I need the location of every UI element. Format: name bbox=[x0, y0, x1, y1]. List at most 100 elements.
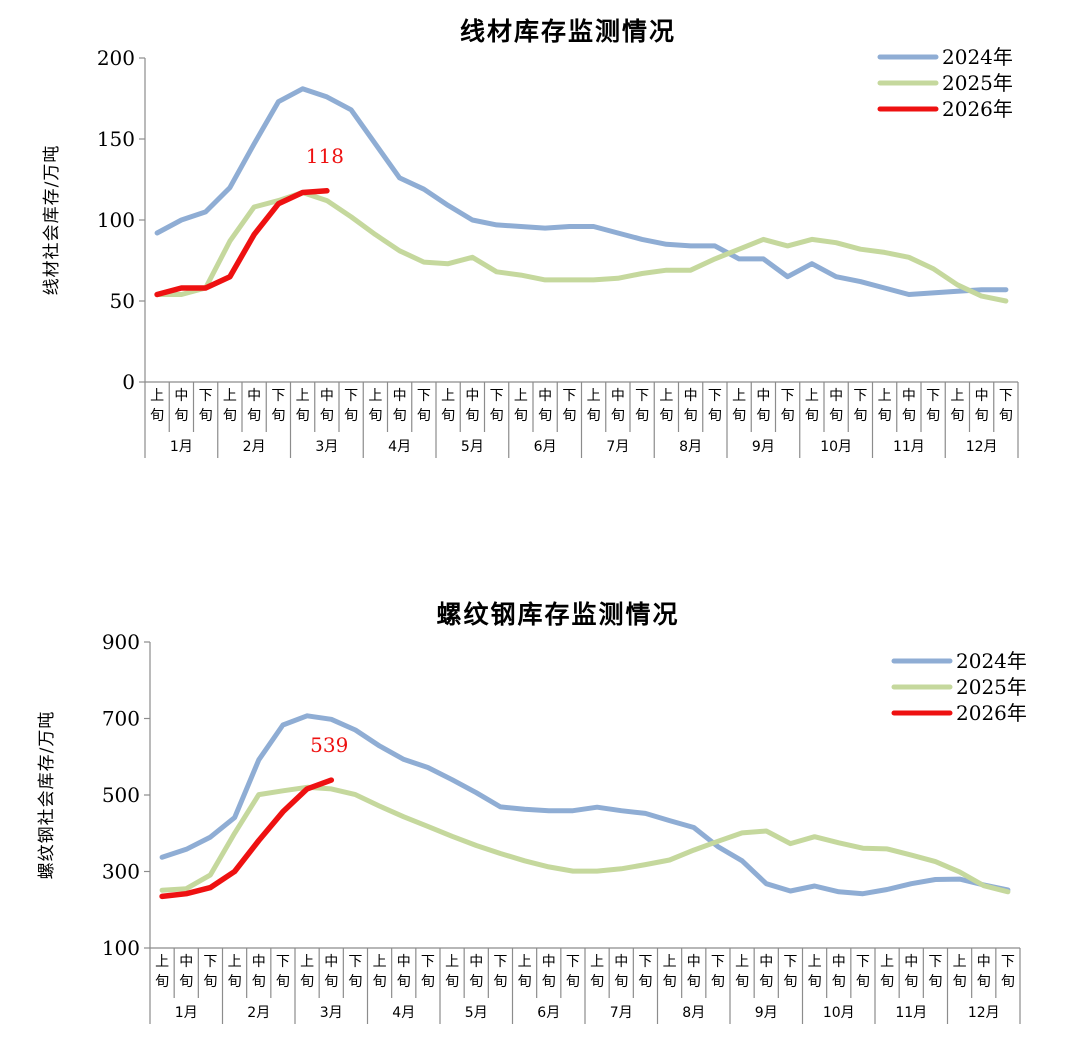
x-sub-label-bottom: 旬 bbox=[518, 974, 532, 990]
x-sub-label-top: 中 bbox=[687, 954, 701, 970]
x-sub-label-bottom: 旬 bbox=[397, 974, 411, 990]
x-sub-label-top: 下 bbox=[928, 954, 942, 970]
x-sub-label-bottom: 旬 bbox=[684, 408, 698, 424]
x-sub-label-top: 中 bbox=[902, 388, 916, 404]
legend-label: 2024年 bbox=[942, 45, 1013, 69]
x-sub-label-top: 下 bbox=[203, 954, 217, 970]
legend-label: 2026年 bbox=[942, 97, 1013, 121]
x-sub-label-bottom: 旬 bbox=[441, 408, 455, 424]
x-month-label: 6月 bbox=[537, 1005, 560, 1021]
x-sub-label-bottom: 旬 bbox=[155, 974, 169, 990]
x-month-label: 2月 bbox=[243, 439, 266, 455]
x-sub-label-bottom: 旬 bbox=[659, 408, 673, 424]
x-sub-label-bottom: 旬 bbox=[805, 408, 819, 424]
x-sub-label-bottom: 旬 bbox=[856, 974, 870, 990]
x-sub-label-top: 中 bbox=[393, 388, 407, 404]
x-sub-label-bottom: 旬 bbox=[614, 974, 628, 990]
x-month-label: 10月 bbox=[820, 439, 852, 455]
x-sub-label-bottom: 旬 bbox=[320, 408, 334, 424]
x-sub-label-top: 下 bbox=[635, 388, 649, 404]
x-sub-label-top: 上 bbox=[587, 388, 601, 404]
x-sub-label-bottom: 旬 bbox=[635, 408, 649, 424]
x-sub-label-bottom: 旬 bbox=[393, 408, 407, 424]
x-sub-label-top: 中 bbox=[684, 388, 698, 404]
x-sub-label-top: 下 bbox=[781, 388, 795, 404]
x-sub-label-bottom: 旬 bbox=[493, 974, 507, 990]
x-sub-label-bottom: 旬 bbox=[348, 974, 362, 990]
chart-title: 线材库存监测情况 bbox=[460, 17, 676, 46]
x-sub-label-top: 下 bbox=[638, 954, 652, 970]
x-sub-label-top: 上 bbox=[950, 388, 964, 404]
x-sub-label-bottom: 旬 bbox=[832, 974, 846, 990]
x-month-label: 2月 bbox=[247, 1005, 270, 1021]
x-sub-label-top: 中 bbox=[614, 954, 628, 970]
x-sub-label-top: 下 bbox=[856, 954, 870, 970]
x-sub-label-top: 上 bbox=[732, 388, 746, 404]
x-sub-label-top: 上 bbox=[518, 954, 532, 970]
x-sub-label-top: 中 bbox=[465, 388, 479, 404]
x-sub-label-top: 上 bbox=[155, 954, 169, 970]
x-sub-label-bottom: 旬 bbox=[829, 408, 843, 424]
x-sub-label-bottom: 旬 bbox=[759, 974, 773, 990]
x-sub-label-bottom: 旬 bbox=[228, 974, 242, 990]
x-sub-label-top: 中 bbox=[832, 954, 846, 970]
x-sub-label-bottom: 旬 bbox=[687, 974, 701, 990]
x-month-label: 11月 bbox=[895, 1005, 927, 1021]
x-sub-label-top: 下 bbox=[783, 954, 797, 970]
x-sub-label-bottom: 旬 bbox=[781, 408, 795, 424]
x-month-label: 8月 bbox=[682, 1005, 705, 1021]
x-sub-label-bottom: 旬 bbox=[902, 408, 916, 424]
y-tick-label: 100 bbox=[102, 936, 140, 960]
x-sub-label-bottom: 旬 bbox=[928, 974, 942, 990]
x-month-label: 7月 bbox=[606, 439, 629, 455]
x-sub-label-top: 中 bbox=[977, 954, 991, 970]
x-sub-label-top: 下 bbox=[276, 954, 290, 970]
x-sub-label-top: 中 bbox=[469, 954, 483, 970]
x-sub-label-bottom: 旬 bbox=[199, 408, 213, 424]
x-sub-label-top: 中 bbox=[829, 388, 843, 404]
x-sub-label-top: 上 bbox=[223, 388, 237, 404]
x-sub-label-bottom: 旬 bbox=[783, 974, 797, 990]
x-sub-label-bottom: 旬 bbox=[999, 408, 1013, 424]
x-sub-label-top: 上 bbox=[300, 954, 314, 970]
x-sub-label-top: 中 bbox=[759, 954, 773, 970]
x-month-label: 1月 bbox=[175, 1005, 198, 1021]
rebar-inventory-chart: 螺纹钢库存监测情况螺纹钢社会库存/万吨100300500700900上旬中旬下旬… bbox=[37, 600, 1027, 1024]
x-sub-label-bottom: 旬 bbox=[417, 408, 431, 424]
x-sub-label-top: 上 bbox=[878, 388, 892, 404]
x-sub-label-top: 中 bbox=[538, 388, 552, 404]
x-sub-label-top: 上 bbox=[880, 954, 894, 970]
x-sub-label-top: 中 bbox=[611, 388, 625, 404]
x-sub-label-bottom: 旬 bbox=[880, 974, 894, 990]
x-sub-label-bottom: 旬 bbox=[344, 408, 358, 424]
x-sub-label-top: 中 bbox=[174, 388, 188, 404]
wire-rod-inventory-chart: 线材库存监测情况线材社会库存/万吨050100150200上旬中旬下旬上旬中旬下… bbox=[42, 17, 1019, 458]
x-sub-label-bottom: 旬 bbox=[542, 974, 556, 990]
x-sub-label-top: 下 bbox=[711, 954, 725, 970]
x-sub-label-bottom: 旬 bbox=[953, 974, 967, 990]
x-sub-label-bottom: 旬 bbox=[663, 974, 677, 990]
x-sub-label-top: 中 bbox=[320, 388, 334, 404]
legend-label: 2024年 bbox=[956, 649, 1027, 673]
data-label-annotation: 539 bbox=[310, 733, 348, 757]
y-tick-label: 900 bbox=[102, 630, 140, 654]
x-month-label: 4月 bbox=[388, 439, 411, 455]
x-sub-label-top: 下 bbox=[271, 388, 285, 404]
x-month-label: 1月 bbox=[170, 439, 193, 455]
x-sub-label-top: 下 bbox=[493, 954, 507, 970]
x-sub-label-top: 下 bbox=[199, 388, 213, 404]
x-month-label: 5月 bbox=[465, 1005, 488, 1021]
x-sub-label-bottom: 旬 bbox=[904, 974, 918, 990]
x-sub-label-bottom: 旬 bbox=[538, 408, 552, 424]
x-sub-label-bottom: 旬 bbox=[271, 408, 285, 424]
x-month-label: 9月 bbox=[755, 1005, 778, 1021]
x-sub-label-bottom: 旬 bbox=[174, 408, 188, 424]
y-tick-label: 150 bbox=[97, 127, 135, 151]
x-sub-label-top: 中 bbox=[179, 954, 193, 970]
x-month-label: 11月 bbox=[893, 439, 925, 455]
x-sub-label-bottom: 旬 bbox=[373, 974, 387, 990]
series-line-2026年 bbox=[159, 777, 335, 900]
x-sub-label-top: 上 bbox=[953, 954, 967, 970]
x-sub-label-top: 中 bbox=[252, 954, 266, 970]
x-sub-label-top: 中 bbox=[397, 954, 411, 970]
